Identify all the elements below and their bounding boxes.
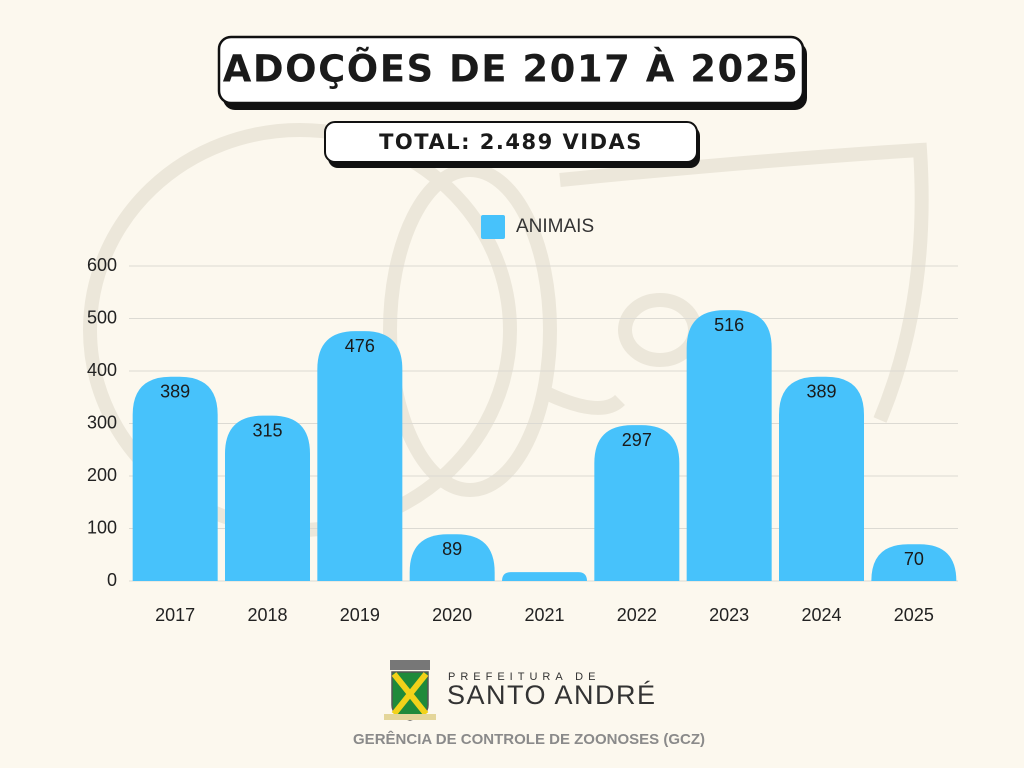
logo-top: PREFEITURA DE [448,671,600,683]
y-tick-label: 0 [107,570,117,590]
logo-ribbon [384,714,436,720]
department: GERÊNCIA DE CONTROLE DE ZOONOSES (GCZ) [353,730,705,748]
bar [409,534,495,581]
chart-subtitle: TOTAL: 2.489 VIDAS [379,130,643,154]
data-label: 389 [806,382,836,402]
legend-label: ANIMAIS [516,216,594,237]
bar [317,331,403,581]
chart-title: ADOÇÕES DE 2017 À 2025 [223,47,799,91]
logo-cross [391,672,429,716]
bar [594,425,680,581]
x-tick-label: 2021 [524,605,564,625]
logo-crown [390,660,430,670]
x-tick-label: 2019 [340,605,380,625]
title-box [217,35,805,105]
legend-swatch [481,215,505,239]
data-label: 389 [160,382,190,402]
subtitle-box [324,121,698,163]
x-tick-label: 2022 [617,605,657,625]
plot: 0 100 200 300 400 500 600 ANIMAIS 2017 2018 2019 20… [87,215,958,625]
x-tick-label: 2023 [709,605,749,625]
x-tick-label: 2025 [894,605,934,625]
x-tick-label: 2018 [247,605,287,625]
x-tick-label: 2020 [432,605,472,625]
y-tick-label: 400 [87,360,117,380]
data-label: 516 [714,315,744,335]
bar [779,376,864,581]
y-tick-label: 100 [87,517,117,537]
x-tick-label: 2024 [801,605,841,625]
y-tick-label: 200 [87,465,117,485]
data-label: 89 [442,539,462,559]
y-tick-label: 500 [87,307,117,327]
x-tick-label: 2017 [155,605,195,625]
bar [132,376,218,581]
logo [384,660,436,721]
bar [502,572,587,581]
bar [686,310,772,581]
bar [871,544,957,581]
bar [225,415,310,581]
y-tick-label: 300 [87,412,117,432]
logo-name: SANTO ANDRÉ [447,680,657,710]
data-label: 297 [622,430,652,450]
data-label: 315 [252,420,282,440]
data-label: 476 [345,336,375,356]
y-tick-label: 600 [87,255,117,275]
data-label: 70 [904,549,924,569]
